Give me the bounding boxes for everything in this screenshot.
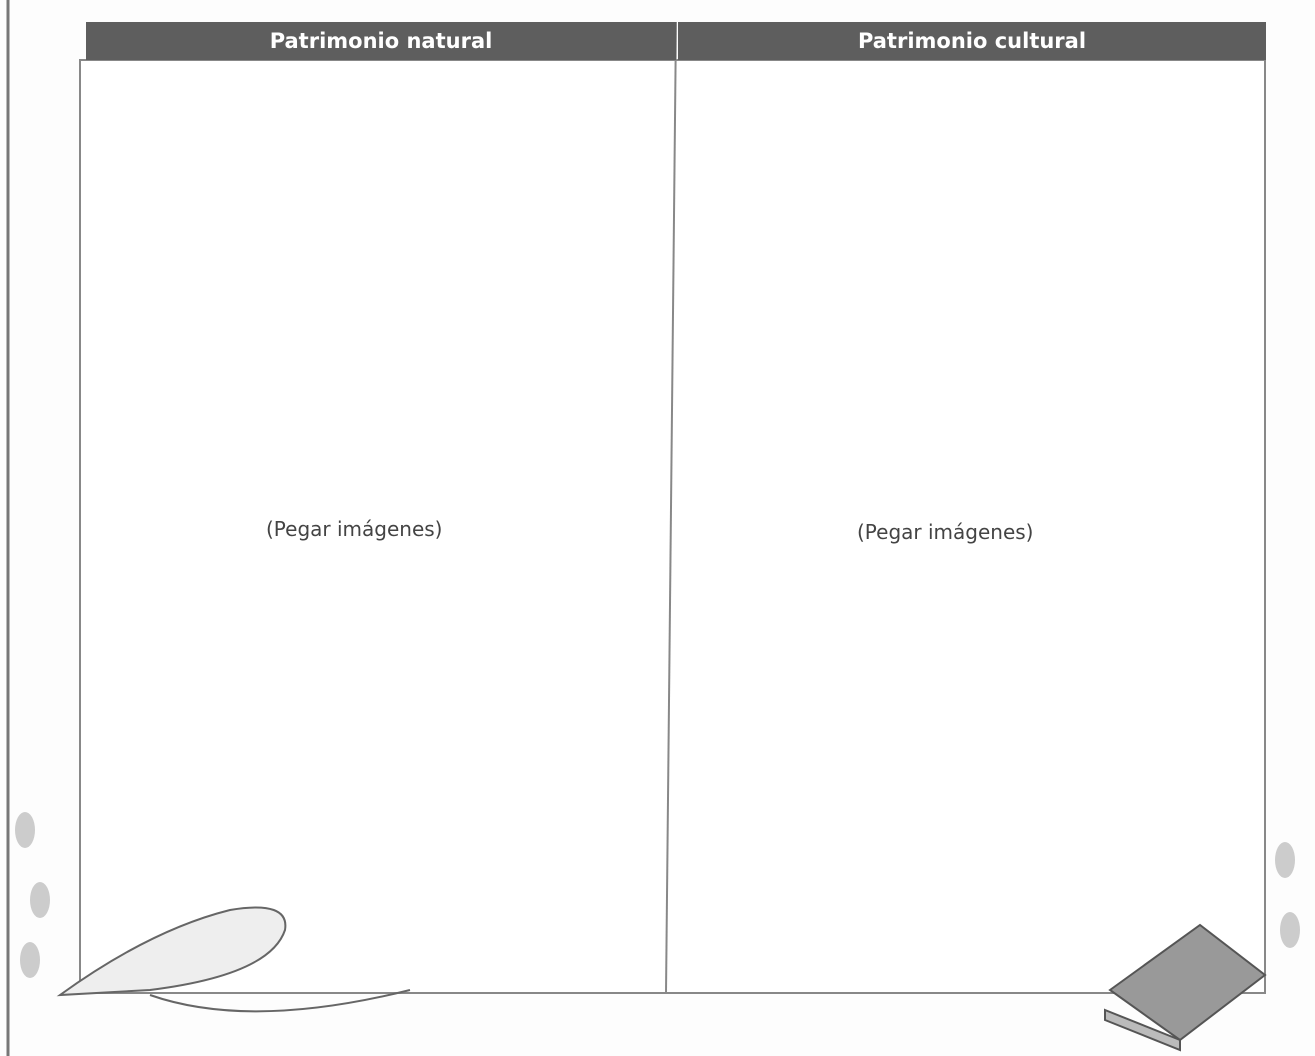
vine-decoration [149,989,411,1013]
column-header: Patrimonio cultural [678,22,1266,60]
table-border [79,59,1266,994]
cell-instruction: (Pegar imágenes) [266,517,443,541]
column-divider [665,21,677,994]
leaves-decoration [15,812,1300,978]
book-decoration [1104,923,1267,1052]
cell-instruction: (Pegar imágenes) [857,520,1034,544]
column-header: Patrimonio natural [86,22,676,60]
bird-decoration [56,906,287,997]
